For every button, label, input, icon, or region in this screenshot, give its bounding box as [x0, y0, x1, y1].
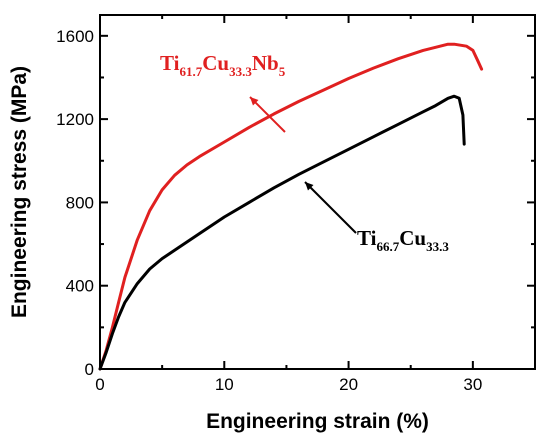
series-layer [98, 42, 484, 371]
plot-frame [99, 14, 536, 370]
y-tick-label: 0 [85, 360, 94, 379]
y-axis-title: Engineering stress (MPa) [8, 66, 31, 318]
y-tick-label: 1600 [56, 27, 94, 46]
arrowhead-0 [250, 97, 259, 106]
series-label-0: Ti61.7Cu33.3Nb5 [160, 51, 286, 79]
y-tick-label: 800 [66, 193, 94, 212]
ticks-layer: 0 10 20 30 0 400 800 1200 1600 [56, 15, 535, 394]
label-text: Ti [357, 226, 377, 250]
arrowhead-1 [305, 182, 314, 191]
label-text: Ti [160, 51, 180, 75]
label-subscript: 5 [279, 64, 286, 79]
label-subscript: 61.7 [179, 64, 202, 79]
label-text: Nb [252, 51, 279, 75]
series-label-1: Ti66.7Cu33.3 [357, 226, 449, 254]
label-subscript: 33.3 [229, 64, 252, 79]
x-tick-label: 10 [215, 375, 234, 394]
y-tick-label: 1200 [56, 110, 94, 129]
label-text: Cu [399, 226, 426, 250]
label-text: Cu [202, 51, 229, 75]
x-tick-label: 20 [339, 375, 358, 394]
y-tick-label: 400 [66, 277, 94, 296]
x-axis-title: Engineering strain (%) [206, 410, 429, 433]
series-line-0 [98, 42, 484, 371]
label-subscript: 66.7 [376, 239, 399, 254]
series-line-1 [98, 94, 466, 371]
label-subscript: 33.3 [426, 239, 449, 254]
x-tick-label: 30 [463, 375, 482, 394]
label-arrow-0 [249, 96, 286, 133]
x-tick-label: 0 [95, 375, 104, 394]
label-arrow-1 [304, 181, 357, 234]
